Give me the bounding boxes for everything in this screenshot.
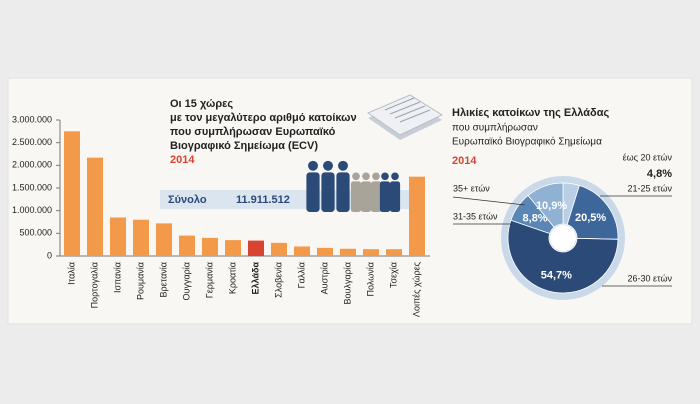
category-label: 21-25 ετών <box>628 183 673 193</box>
donut-subtitle: 2014 <box>452 155 477 167</box>
category-label: 26-30 ετών <box>628 273 673 283</box>
bar <box>271 242 287 256</box>
donut-title: που συμπλήρωσαν <box>452 122 538 134</box>
donut-slice <box>566 184 619 240</box>
chart-title: Οι 15 χώρες <box>170 98 233 110</box>
x-tick-label: Λοιπές χώρες <box>411 261 421 317</box>
bar <box>340 248 356 256</box>
donut-slice <box>527 182 564 228</box>
person-body <box>370 181 382 212</box>
donut-slice <box>507 219 619 294</box>
total-value: 11.911.512 <box>236 194 290 206</box>
x-tick-label: Ουγγαρία <box>181 262 191 300</box>
person-body <box>350 181 362 212</box>
y-tick-label: 2.000.000 <box>12 160 52 170</box>
x-tick-label: Ελλάδα <box>250 262 260 295</box>
y-tick-label: 500.000 <box>19 228 52 238</box>
x-tick-label: Πολωνία <box>365 262 375 296</box>
donut-title: Ηλικίες κατοίκων της Ελλάδας <box>452 107 609 119</box>
person-head <box>381 172 389 181</box>
person-body <box>321 172 335 212</box>
person-head <box>308 160 318 171</box>
bar <box>156 223 172 256</box>
bar <box>110 217 126 256</box>
person-head <box>372 172 380 181</box>
value-label: 4,8% <box>647 168 672 180</box>
total-label: Σύνολο <box>168 194 207 206</box>
x-tick-label: Τσεχία <box>388 262 398 288</box>
person-head <box>352 172 360 181</box>
y-tick-label: 3.000.000 <box>12 114 52 124</box>
leader-line <box>452 196 526 206</box>
people-icons <box>306 160 401 212</box>
value-label: 54,7% <box>541 269 572 281</box>
y-tick-label: 0 <box>47 250 52 260</box>
bar <box>363 249 379 256</box>
bar <box>87 157 103 256</box>
bar <box>409 176 425 256</box>
person-body <box>336 172 350 212</box>
person-head <box>362 172 370 181</box>
bar <box>179 235 195 256</box>
category-label: έως 20 ετών <box>623 152 673 162</box>
x-tick-label: Αυστρία <box>319 262 329 294</box>
bar <box>225 240 241 256</box>
x-tick-label: Βρετανία <box>158 262 168 297</box>
person-body <box>306 172 320 212</box>
person-head <box>338 160 348 171</box>
value-label: 8,8% <box>523 213 548 225</box>
person-body <box>379 181 391 212</box>
document-icon <box>366 94 444 140</box>
x-tick-label: Πορτογαλία <box>89 262 99 308</box>
value-label: 20,5% <box>575 212 606 224</box>
y-tick-label: 2.500.000 <box>12 137 52 147</box>
x-tick-label: Κροατία <box>227 262 237 294</box>
category-label: 31-35 ετών <box>453 211 498 221</box>
bar <box>386 249 402 256</box>
x-tick-label: Γαλλία <box>296 262 306 288</box>
chart-subtitle: 2014 <box>170 154 195 166</box>
bar <box>202 237 218 256</box>
bar <box>317 247 333 256</box>
value-label: 10,9% <box>536 200 567 212</box>
chart-title: που συμπλήρωσαν Ευρωπαϊκό <box>170 126 336 138</box>
chart-title: με τον μεγαλύτερο αριθμό κατοίκων <box>170 112 357 124</box>
donut-title: Ευρωπαϊκό Βιογραφικό Σημείωμα <box>452 136 602 148</box>
person-head <box>323 160 333 171</box>
person-body <box>389 181 401 212</box>
person-body <box>360 181 372 212</box>
bar <box>248 240 264 256</box>
x-tick-label: Γερμανία <box>204 262 214 298</box>
donut-hole <box>550 225 576 251</box>
category-label: 35+ ετών <box>453 183 490 193</box>
x-tick-label: Ιταλία <box>66 262 76 285</box>
y-tick-label: 1.500.000 <box>12 182 52 192</box>
bar <box>294 246 310 256</box>
x-tick-label: Σλοβενία <box>273 262 283 298</box>
bar <box>133 219 149 256</box>
x-tick-label: Ισπανία <box>112 262 122 293</box>
person-head <box>391 172 399 181</box>
bar <box>64 131 80 256</box>
x-tick-label: Βουλγαρία <box>342 262 352 304</box>
x-tick-label: Ρουμανία <box>135 262 145 300</box>
chart-title: Βιογραφικό Σημείωμα (ECV) <box>170 140 318 152</box>
y-tick-label: 1.000.000 <box>12 205 52 215</box>
